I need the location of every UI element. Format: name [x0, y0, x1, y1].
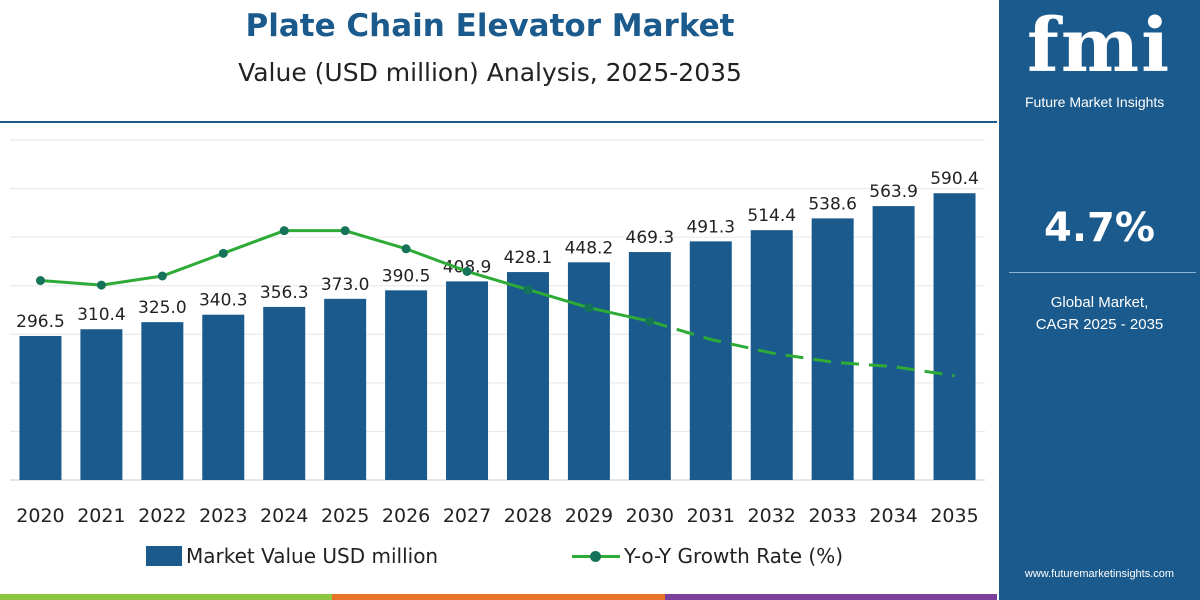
- growth-point-2027: [462, 266, 472, 276]
- growth-point-2028: [523, 285, 533, 295]
- bar-value-label: 340.3: [199, 291, 248, 311]
- x-tick-label: 2023: [199, 505, 247, 527]
- cagr-label: Global Market, CAGR 2025 - 2035: [999, 292, 1200, 336]
- bar-value-label: 538.6: [808, 194, 857, 214]
- growth-point-2021: [96, 280, 106, 290]
- legend-bar-label: Market Value USD million: [186, 544, 439, 568]
- strip-segment-orange: [332, 594, 665, 600]
- bar-2026: [385, 290, 428, 480]
- cagr-value: 4.7%: [1044, 205, 1155, 251]
- growth-point-2026: [401, 244, 411, 254]
- bar-2021: [80, 329, 123, 480]
- growth-point-2020: [35, 276, 45, 286]
- legend-line-swatch: [572, 546, 620, 566]
- bar-2024: [263, 306, 306, 480]
- x-tick-label: 2024: [260, 505, 308, 527]
- bar-value-labels: 296.5310.4325.0340.3356.3373.0390.5408.9…: [16, 169, 979, 332]
- bar-2031: [689, 241, 732, 480]
- strip-segment-purple: [664, 594, 997, 600]
- bar-value-label: 590.4: [930, 169, 979, 189]
- fmi-logo: fmi: [1027, 3, 1172, 89]
- growth-line-series: [35, 226, 955, 378]
- bar-value-label: 296.5: [16, 312, 65, 332]
- legend-line-label: Y-o-Y Growth Rate (%): [624, 544, 844, 568]
- bar-value-label: 448.2: [565, 238, 614, 258]
- chart-subtitle: Value (USD million) Analysis, 2025-2035: [238, 58, 742, 87]
- bar-series: [19, 193, 976, 480]
- x-tick-label: 2034: [869, 505, 917, 527]
- bar-value-label: 390.5: [382, 266, 431, 286]
- chart-svg: 296.5310.4325.0340.3356.3373.0390.5408.9…: [10, 139, 985, 527]
- bar-2029: [567, 262, 610, 480]
- x-tick-label: 2025: [321, 505, 369, 527]
- x-tick-label: 2021: [77, 505, 125, 527]
- x-tick-label: 2028: [504, 505, 552, 527]
- x-tick-label: 2027: [443, 505, 491, 527]
- bar-2022: [141, 322, 184, 480]
- growth-point-2030: [645, 316, 655, 326]
- bar-2034: [872, 206, 915, 480]
- x-tick-label: 2033: [808, 505, 856, 527]
- bar-value-label: 563.9: [869, 182, 918, 202]
- bottom-color-strip: [0, 594, 997, 600]
- x-tick-label: 2031: [687, 505, 735, 527]
- website-url[interactable]: www.futuremarketinsights.com: [1024, 568, 1175, 580]
- bar-2023: [202, 314, 245, 480]
- brand-name: Future Market Insights: [1025, 94, 1165, 110]
- growth-point-2022: [157, 271, 167, 281]
- cagr-label-line2: CAGR 2025 - 2035: [1035, 316, 1164, 333]
- x-tick-label: 2030: [626, 505, 674, 527]
- legend-item-market-value: Market Value USD million: [146, 542, 438, 570]
- bar-value-label: 491.3: [686, 217, 735, 237]
- chart-area: Plate Chain Elevator Market Value (USD m…: [0, 8, 997, 600]
- bar-value-label: 514.4: [747, 206, 796, 226]
- strip-segment-green: [0, 594, 333, 600]
- growth-point-2023: [218, 248, 228, 258]
- chart-title: Plate Chain Elevator Market: [245, 8, 735, 44]
- bar-2027: [446, 281, 489, 480]
- bar-2028: [506, 272, 549, 480]
- cagr-label-line1: Global Market,: [1050, 294, 1149, 311]
- bar-value-label: 373.0: [321, 275, 370, 295]
- bar-2030: [628, 252, 671, 480]
- bar-value-label: 428.1: [504, 248, 553, 268]
- bar-value-label: 310.4: [77, 305, 126, 325]
- bar-2020: [19, 335, 62, 480]
- side-panel: fmi Future Market Insights 4.7% Global M…: [999, 0, 1200, 600]
- x-tick-label: 2029: [565, 505, 613, 527]
- panel-divider: [1009, 272, 1196, 273]
- bar-2035: [933, 193, 976, 480]
- x-tick-label: 2032: [748, 505, 796, 527]
- growth-line-dashed: [649, 319, 955, 378]
- x-tick-label: 2026: [382, 505, 430, 527]
- bar-2033: [811, 218, 854, 480]
- bar-value-label: 356.3: [260, 283, 309, 303]
- bar-value-label: 469.3: [626, 228, 675, 248]
- x-tick-label: 2035: [930, 505, 978, 527]
- legend-bar-swatch: [146, 546, 182, 566]
- x-tick-labels: 2020 2021 2022 2023 2024 2025 2026 2027 2028 2029…: [16, 505, 978, 527]
- title-divider: [0, 121, 997, 123]
- bar-value-label: 325.0: [138, 298, 187, 318]
- growth-point-2025: [340, 226, 350, 236]
- growth-point-2024: [279, 226, 289, 236]
- growth-point-2029: [584, 303, 594, 313]
- x-tick-label: 2020: [16, 505, 64, 527]
- bar-2025: [324, 298, 367, 480]
- legend-item-growth-rate: Y-o-Y Growth Rate (%): [572, 542, 843, 570]
- x-tick-label: 2022: [138, 505, 186, 527]
